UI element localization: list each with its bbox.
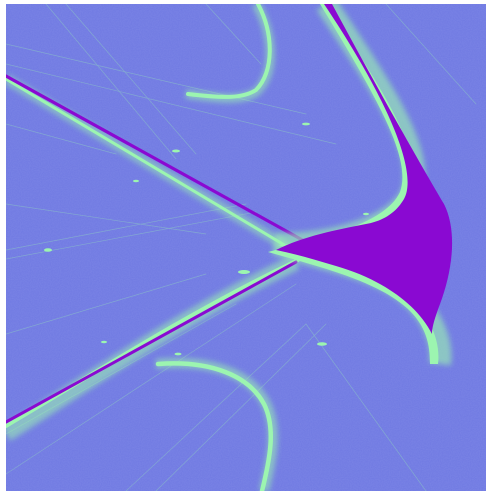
left-upper-core-line — [6, 74, 308, 244]
left-upper-filament — [6, 74, 294, 254]
purple-core — [276, 4, 453, 334]
upper-hook — [185, 4, 275, 103]
lower-hook — [155, 358, 278, 491]
attractor-image — [6, 4, 486, 491]
scattered-marks — [44, 122, 369, 356]
left-lower-core-line — [6, 260, 298, 424]
